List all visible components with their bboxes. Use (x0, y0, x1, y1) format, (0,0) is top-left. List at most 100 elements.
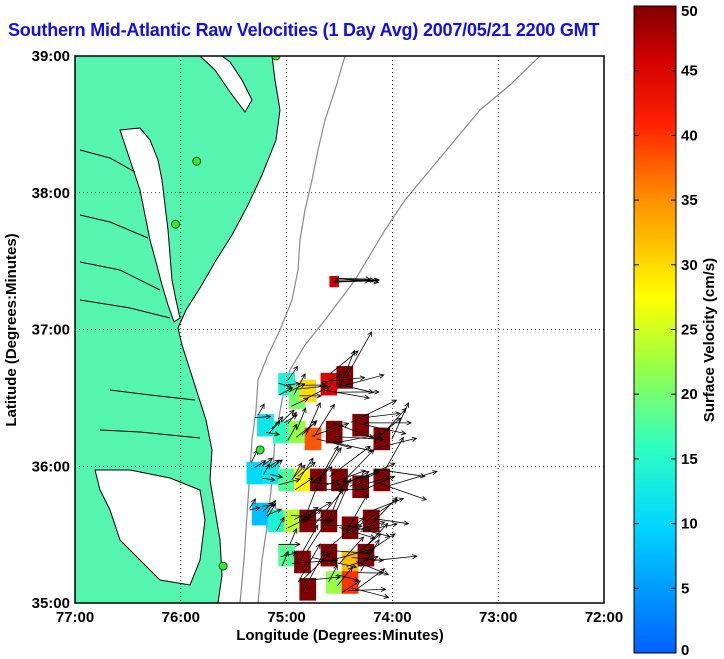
velocity-vector-head (308, 457, 314, 464)
velocity-vector-head (271, 502, 276, 509)
bathymetry-contour-shallow (239, 56, 346, 603)
velocity-vector-head (372, 555, 379, 561)
velocity-vector (306, 385, 331, 399)
velocity-vector-head (277, 459, 284, 465)
velocity-vector-head (308, 477, 315, 483)
colorbar-tick-label: 40 (681, 127, 698, 144)
velocity-vector-head (374, 471, 381, 476)
velocity-vector (365, 497, 398, 532)
velocity-vector-head (315, 543, 321, 550)
velocity-vector-head (316, 402, 321, 408)
colorbar (633, 5, 677, 654)
velocity-vector (342, 521, 385, 535)
velocity-vector-head (292, 423, 298, 430)
velocity-vector-head (363, 471, 370, 476)
velocity-vector-head (267, 457, 274, 463)
colorbar-tick-label: 50 (681, 3, 698, 20)
chart-title: Southern Mid-Atlantic Raw Velocities (1 … (8, 20, 600, 40)
velocity-vector (303, 550, 326, 590)
colorbar-tick-label: 45 (681, 63, 698, 80)
grid-lines (75, 56, 604, 603)
velocity-vector (269, 473, 283, 478)
velocity-vector-head (300, 373, 306, 379)
y-tick-label: 38:00 (32, 185, 70, 202)
velocity-vector (325, 470, 366, 486)
velocity-vector (360, 539, 380, 572)
velocity-vector (281, 551, 289, 567)
velocity-vector-head (411, 554, 418, 560)
velocity-vector (271, 459, 283, 469)
velocity-vector (341, 580, 361, 593)
velocity-vector (283, 414, 298, 424)
velocity-vector-head (379, 520, 386, 526)
velocity-vector (339, 527, 375, 539)
y-axis-ticks: 35:00 36:00 37:00 38:00 39:00 (32, 48, 70, 612)
velocity-vector (249, 498, 256, 509)
velocity-vector-head (404, 401, 410, 408)
velocity-vector-head (291, 551, 298, 557)
velocity-vector (319, 447, 342, 482)
velocity-vector (328, 565, 338, 583)
velocity-vector (374, 468, 425, 477)
velocity-vector-head (274, 431, 281, 437)
colorbar-label: Surface Velocity (cm/s) (701, 258, 718, 422)
velocity-cell (272, 420, 290, 444)
velocity-vector (337, 574, 359, 581)
velocity-vector (287, 365, 299, 381)
velocity-vector (329, 350, 359, 375)
velocity-vector-head (398, 497, 405, 503)
velocity-vector (336, 566, 353, 587)
radar-stations (171, 56, 281, 571)
velocity-vector (329, 445, 371, 477)
velocity-vector-head (369, 534, 376, 540)
velocity-vector (284, 383, 300, 386)
velocity-vector-head (374, 538, 380, 545)
velocity-vector-head (301, 407, 307, 414)
velocity-vector (263, 463, 270, 475)
velocity-vector-head (382, 522, 389, 529)
velocity-vector-head (374, 389, 380, 395)
velocity-vector-head (336, 373, 343, 379)
velocity-vector (297, 385, 327, 390)
river-estuary (79, 149, 201, 439)
velocity-vector (347, 588, 386, 592)
velocity-vector (299, 552, 331, 583)
velocity-vector-head (364, 394, 371, 400)
velocity-vector-head (292, 527, 298, 534)
velocity-vector (364, 413, 400, 419)
velocity-vector-head (333, 564, 338, 571)
velocity-vector (333, 441, 373, 452)
velocity-vector (249, 507, 260, 511)
velocity-vector (374, 518, 409, 525)
velocity-vector (292, 462, 302, 479)
velocity-vector (306, 518, 329, 552)
delaware-bay (199, 56, 253, 113)
velocity-vector (380, 483, 427, 501)
velocity-vector (336, 383, 374, 393)
velocity-vector-head (389, 462, 396, 468)
velocity-vector-head (303, 397, 309, 403)
velocity-vector (373, 555, 417, 561)
velocity-vector-head (297, 462, 303, 469)
velocity-vector (297, 543, 321, 583)
velocity-vector (346, 331, 373, 377)
velocity-vector-head (362, 494, 368, 500)
velocity-vector-head (277, 473, 284, 479)
velocity-vector (287, 517, 309, 529)
velocity-vector (254, 460, 266, 468)
velocity-vector-head (274, 420, 281, 427)
velocity-vector (268, 421, 281, 434)
velocity-vector-head (353, 576, 360, 582)
velocity-vector-head (389, 475, 396, 481)
velocity-vector-head (294, 477, 301, 483)
velocity-vector-head (357, 523, 363, 529)
colorbar-tick-label: 15 (681, 451, 698, 468)
colorbar-ticks: 0 5 10 15 20 25 30 35 40 45 50 (634, 3, 698, 659)
velocity-vector-head (365, 445, 371, 451)
velocity-vector-head (279, 516, 285, 523)
velocity-cell (320, 509, 338, 533)
velocity-vector (350, 399, 397, 423)
velocity-vector (266, 500, 276, 514)
x-axis-ticks: 77:00 76:00 75:00 74:00 73:00 72:00 (56, 609, 623, 626)
